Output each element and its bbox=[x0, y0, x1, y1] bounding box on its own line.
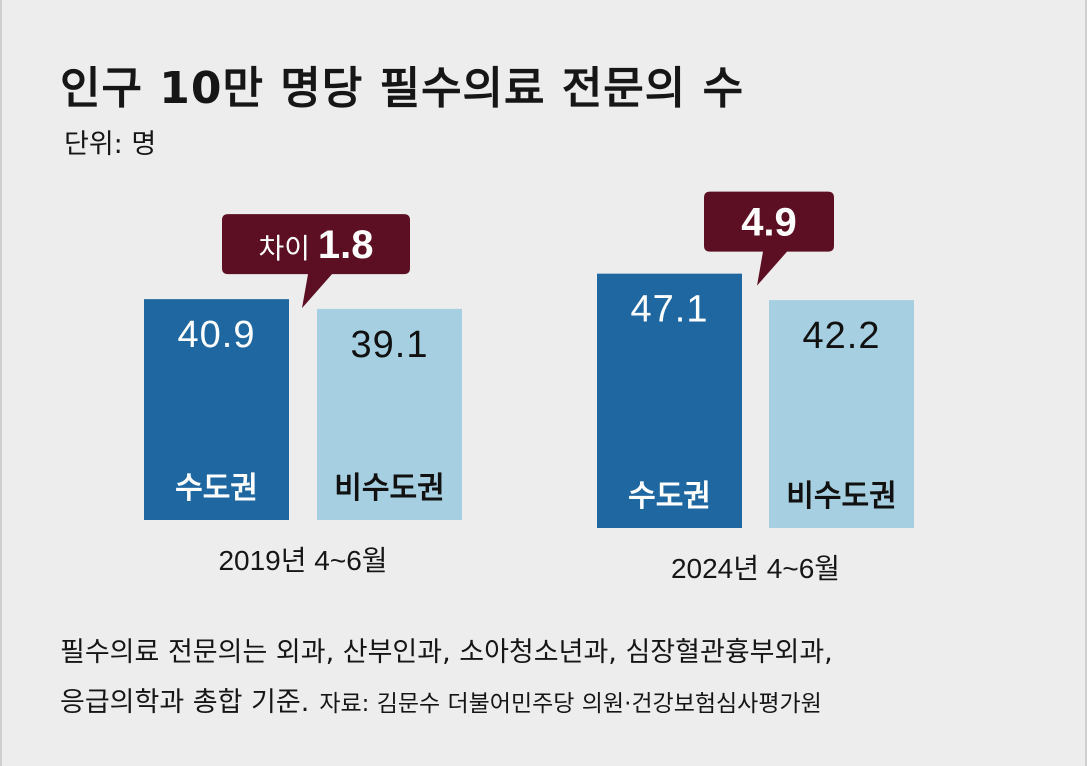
footnote-line-1: 필수의료 전문의는 외과, 산부인과, 소아청소년과, 심장혈관흉부외과, bbox=[60, 637, 833, 668]
value-label: 47.1 bbox=[631, 289, 709, 331]
bar-수도권-1 bbox=[597, 273, 742, 528]
footnote-line-2: 응급의학과 총합 기준. 자료: 김문수 더불어민주당 의원·건강보험심사평가원 bbox=[60, 680, 822, 719]
category-label: 2019년 4~6월 bbox=[218, 545, 387, 576]
series-label: 비수도권 bbox=[786, 480, 896, 513]
bar-비수도권-0 bbox=[317, 308, 462, 520]
source-note: 자료: 김문수 더불어민주당 의원·건강보험심사평가원 bbox=[319, 691, 822, 717]
value-label: 42.2 bbox=[803, 315, 881, 357]
difference-label: 차이 1.8 bbox=[259, 223, 374, 267]
chart-title: 인구 10만 명당 필수의료 전문의 수 bbox=[60, 63, 745, 114]
footnote-criteria: 응급의학과 총합 기준. bbox=[60, 687, 310, 718]
bar-비수도권-1 bbox=[769, 300, 914, 528]
bar-수도권-0 bbox=[144, 299, 289, 520]
series-label: 비수도권 bbox=[334, 472, 444, 505]
difference-callout bbox=[222, 214, 410, 309]
value-label: 39.1 bbox=[351, 324, 429, 366]
series-label: 수도권 bbox=[628, 480, 711, 513]
bar-chart: 40.9 수도권 39.1 비수도권 2019년 4~6월 차이 1.8 47.1 수도권 42… bbox=[144, 191, 914, 584]
difference-callout bbox=[704, 191, 834, 286]
unit-label: 단위: 명 bbox=[64, 129, 157, 160]
series-label: 수도권 bbox=[175, 472, 258, 505]
difference-label: 4.9 bbox=[741, 201, 797, 245]
value-label: 40.9 bbox=[178, 314, 256, 356]
category-label: 2024년 4~6월 bbox=[671, 553, 840, 584]
